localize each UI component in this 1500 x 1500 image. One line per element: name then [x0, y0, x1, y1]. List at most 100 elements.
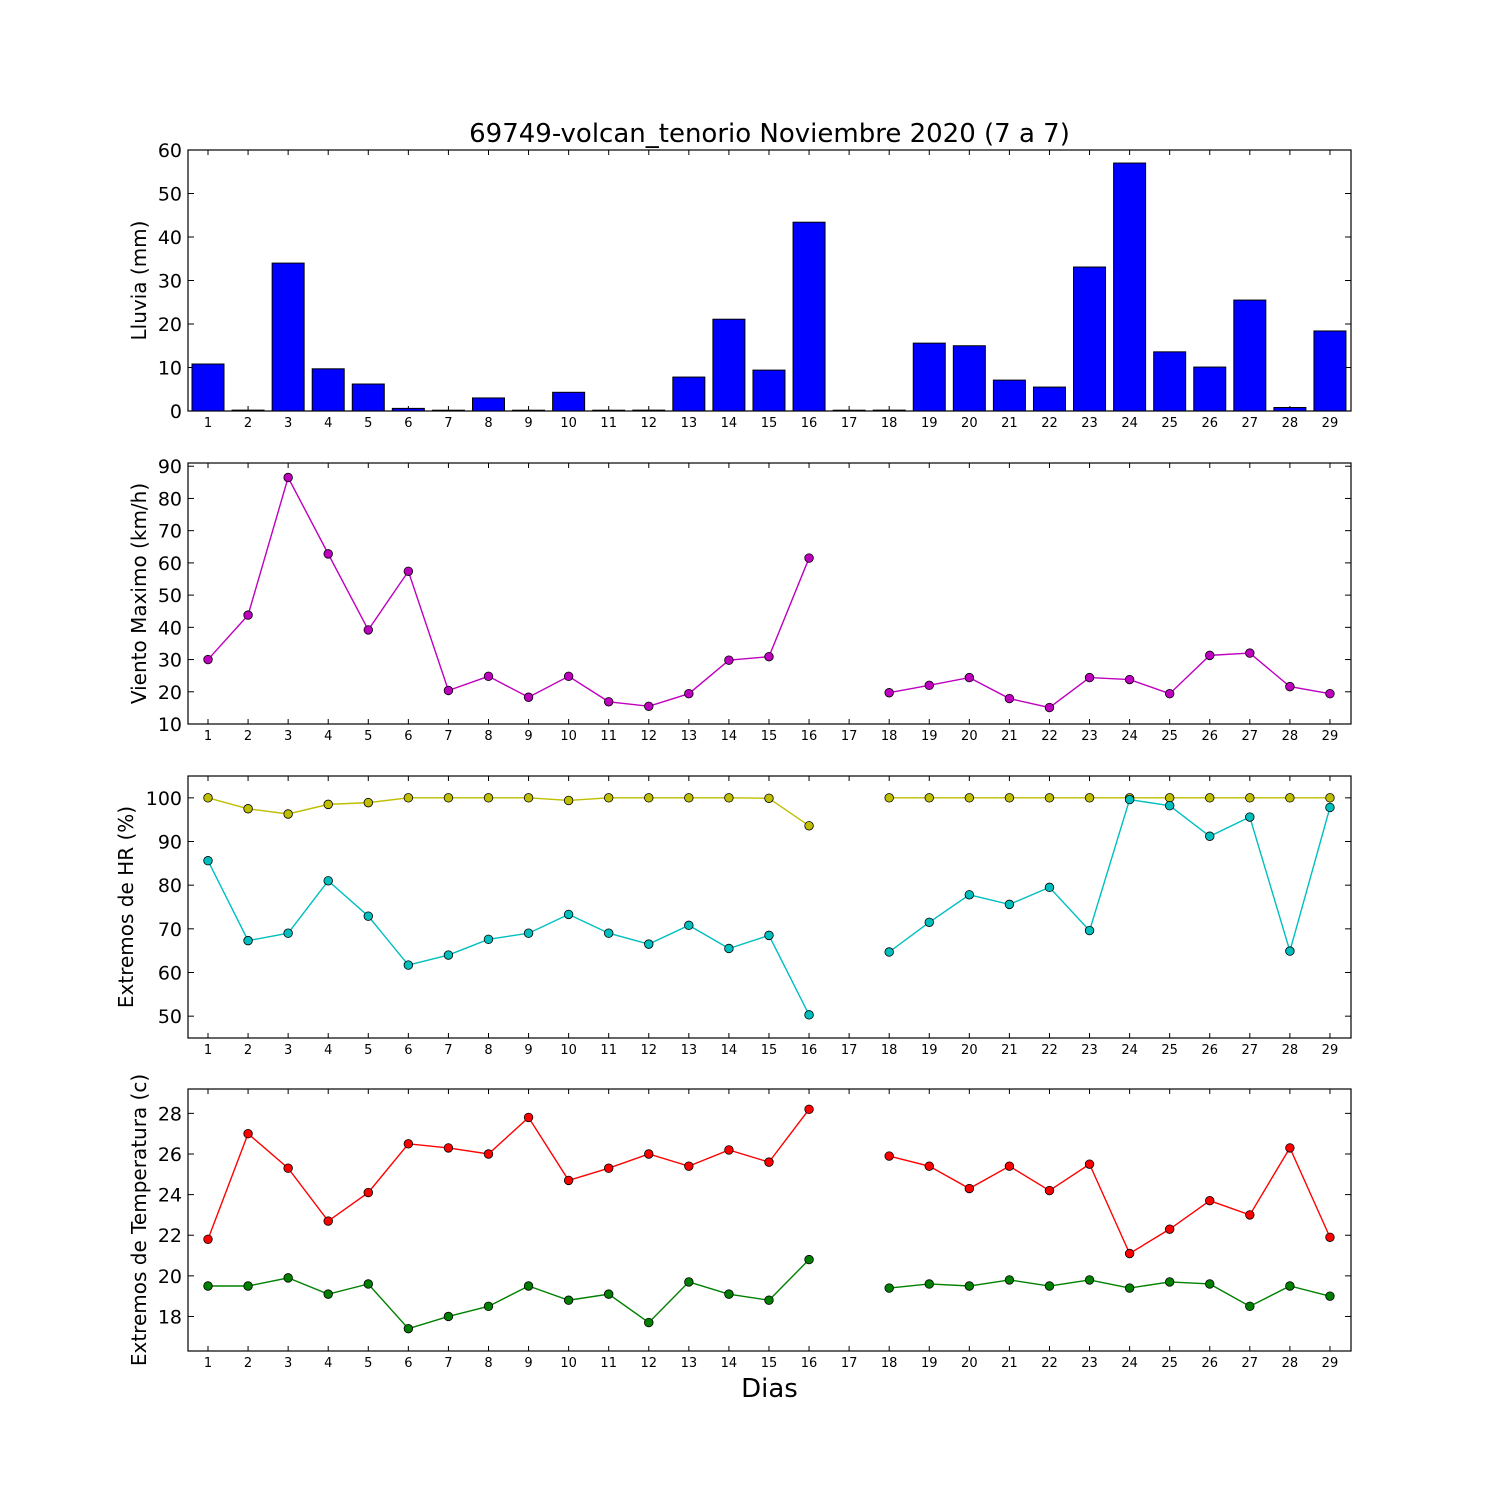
y-tick-label: 30: [158, 271, 182, 293]
x-tick-label: 29: [1322, 729, 1339, 744]
y-tick-label: 20: [158, 1266, 182, 1288]
x-tick-label: 5: [364, 1043, 372, 1058]
y-tick-label: 100: [146, 788, 182, 810]
x-tick-label: 5: [364, 416, 372, 431]
data-point: [644, 1317, 654, 1328]
x-tick-label: 7: [444, 729, 452, 744]
x-tick-label: 23: [1081, 729, 1098, 744]
data-point: [323, 549, 333, 559]
bar: [471, 397, 505, 412]
data-point: [483, 671, 494, 682]
data-point: [964, 672, 975, 683]
data-point: [884, 1283, 894, 1293]
y-tick-label: 20: [158, 314, 182, 336]
data-point: [1124, 794, 1135, 805]
x-tick-label: 2: [244, 1043, 252, 1058]
x-tick-label: 2: [244, 1356, 252, 1371]
y-tick-label: 60: [158, 963, 182, 985]
data-point: [804, 1010, 814, 1020]
data-point: [1004, 693, 1015, 704]
x-tick-label: 16: [801, 416, 818, 431]
data-point: [724, 655, 734, 665]
bar: [912, 342, 946, 412]
x-tick-label: 25: [1161, 729, 1178, 744]
x-tick-label: 4: [324, 416, 332, 431]
x-tick-label: 16: [801, 729, 818, 744]
y-tick-label: 30: [158, 650, 182, 672]
y-tick-label: 10: [158, 358, 182, 380]
x-tick-label: 20: [961, 416, 978, 431]
y-tick-label: 70: [158, 919, 182, 941]
x-tick-label: 3: [284, 416, 292, 431]
x-tick-label: 17: [841, 729, 858, 744]
series-line: [888, 798, 1331, 954]
x-tick-label: 13: [681, 1043, 698, 1058]
data-point: [563, 795, 574, 806]
data-point: [203, 1281, 213, 1291]
data-point: [1044, 702, 1055, 713]
x-tick-label: 10: [560, 1356, 577, 1371]
data-point: [283, 928, 293, 938]
y-tick-label: 50: [158, 585, 182, 607]
data-point: [1044, 1281, 1055, 1291]
bar: [1273, 407, 1307, 412]
data-point: [1164, 800, 1175, 811]
x-tick-label: 14: [721, 1356, 738, 1371]
y-tick-label: 26: [158, 1144, 182, 1166]
data-point: [644, 939, 654, 949]
axes-frame: [187, 462, 1352, 725]
x-tick-label: 27: [1242, 1043, 1259, 1058]
data-point: [884, 793, 894, 803]
x-tick-label: 17: [841, 1356, 858, 1371]
data-point: [1044, 793, 1055, 803]
x-tick-label: 6: [404, 416, 412, 431]
data-point: [764, 1157, 774, 1167]
x-tick-label: 3: [284, 1356, 292, 1371]
x-tick-label: 23: [1081, 416, 1098, 431]
data-point: [323, 876, 333, 886]
data-point: [884, 1151, 894, 1161]
x-tick-label: 8: [484, 1043, 492, 1058]
x-tick-label: 24: [1121, 1356, 1138, 1371]
data-point: [804, 553, 814, 563]
data-point: [1084, 672, 1095, 683]
data-point: [483, 1301, 494, 1312]
bar: [832, 409, 866, 412]
data-point: [1325, 802, 1335, 813]
data-point: [443, 685, 454, 696]
x-tick-label: 9: [524, 1043, 532, 1058]
y-tick-label: 40: [158, 617, 182, 639]
data-point: [924, 793, 934, 803]
x-tick-label: 24: [1121, 1043, 1138, 1058]
x-tick-label: 19: [921, 1043, 938, 1058]
data-point: [764, 793, 774, 803]
x-tick-label: 28: [1282, 416, 1299, 431]
x-tick-label: 9: [524, 729, 532, 744]
axes-frame: [187, 775, 1352, 1039]
data-point: [483, 793, 494, 803]
x-tick-label: 10: [560, 1043, 577, 1058]
x-tick-label: 22: [1041, 1043, 1058, 1058]
y-tick-label: 22: [158, 1225, 182, 1247]
data-point: [563, 1295, 574, 1305]
x-tick-label: 5: [364, 729, 372, 744]
bar: [992, 379, 1026, 412]
x-tick-label: 25: [1161, 1043, 1178, 1058]
y-tick-label: 50: [158, 184, 182, 206]
data-point: [604, 1289, 614, 1299]
x-tick-label: 12: [640, 1043, 657, 1058]
data-point: [644, 1149, 654, 1159]
y-tick-label: 60: [158, 140, 182, 162]
y-tick-label: 28: [158, 1103, 182, 1125]
x-tick-label: 4: [324, 729, 332, 744]
data-point: [684, 1161, 694, 1171]
data-point: [604, 1163, 614, 1173]
x-tick-label: 10: [560, 729, 577, 744]
bar: [1153, 351, 1187, 412]
data-point: [1285, 681, 1295, 692]
data-point: [1285, 1143, 1295, 1153]
x-tick-label: 27: [1242, 729, 1259, 744]
x-tick-label: 9: [524, 416, 532, 431]
x-tick-label: 6: [404, 1356, 412, 1371]
